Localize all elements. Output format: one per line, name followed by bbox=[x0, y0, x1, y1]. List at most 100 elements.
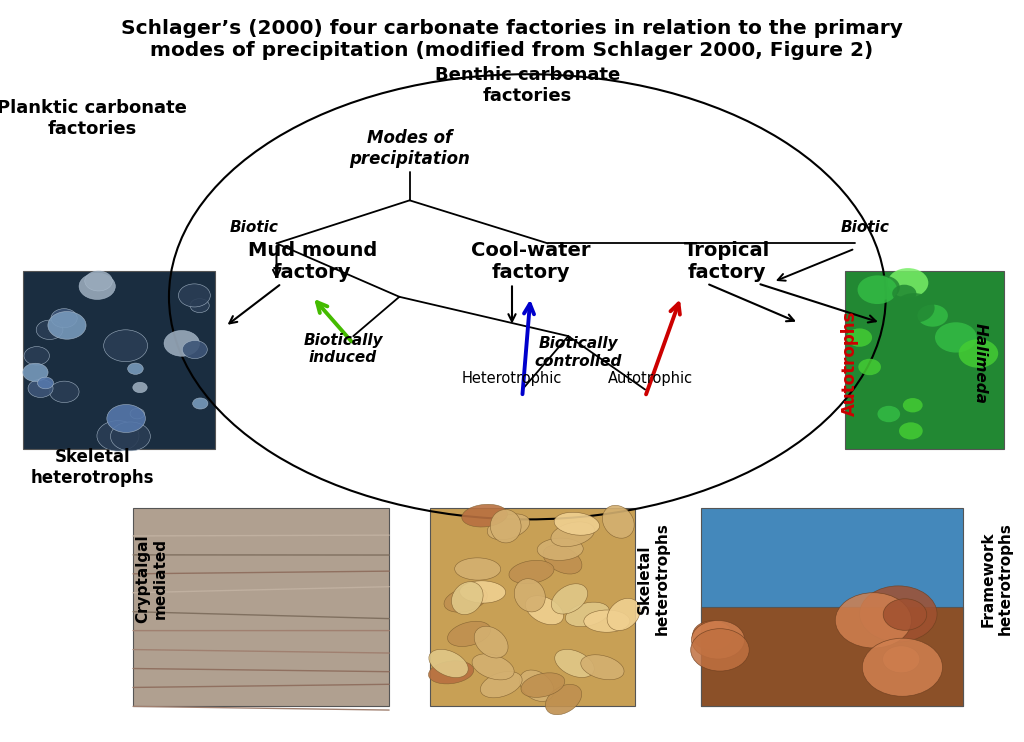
Circle shape bbox=[692, 620, 733, 650]
Ellipse shape bbox=[452, 582, 483, 614]
Circle shape bbox=[23, 364, 48, 381]
Circle shape bbox=[133, 382, 147, 393]
Circle shape bbox=[38, 377, 53, 389]
Text: Skeletal
heterotrophs: Skeletal heterotrophs bbox=[637, 522, 670, 635]
Ellipse shape bbox=[429, 649, 468, 677]
Circle shape bbox=[847, 329, 872, 347]
Circle shape bbox=[935, 322, 977, 352]
Ellipse shape bbox=[480, 672, 522, 697]
Circle shape bbox=[178, 284, 210, 307]
Circle shape bbox=[48, 312, 86, 339]
Text: Cool-water
factory: Cool-water factory bbox=[471, 240, 590, 282]
Ellipse shape bbox=[554, 512, 600, 535]
Text: Cryptalgal
mediated: Cryptalgal mediated bbox=[135, 534, 168, 623]
Text: Framework
heterotrophs: Framework heterotrophs bbox=[980, 522, 1013, 635]
Ellipse shape bbox=[487, 514, 529, 539]
Ellipse shape bbox=[584, 610, 630, 632]
Ellipse shape bbox=[543, 545, 582, 574]
Circle shape bbox=[164, 330, 200, 356]
Circle shape bbox=[79, 273, 116, 300]
Circle shape bbox=[111, 422, 151, 451]
Bar bbox=[133, 508, 389, 706]
Ellipse shape bbox=[509, 560, 554, 584]
Circle shape bbox=[858, 359, 881, 375]
Ellipse shape bbox=[607, 598, 640, 631]
Ellipse shape bbox=[551, 522, 595, 547]
Text: Skeletal
heterotrophs: Skeletal heterotrophs bbox=[31, 448, 154, 487]
Ellipse shape bbox=[490, 510, 521, 543]
Circle shape bbox=[130, 408, 144, 419]
Ellipse shape bbox=[474, 626, 508, 658]
Circle shape bbox=[193, 398, 208, 409]
Ellipse shape bbox=[460, 581, 506, 603]
Circle shape bbox=[859, 586, 937, 642]
Ellipse shape bbox=[521, 673, 565, 697]
Text: Biotically
induced: Biotically induced bbox=[303, 332, 383, 365]
Circle shape bbox=[939, 413, 968, 434]
Text: Halimeda: Halimeda bbox=[973, 324, 987, 404]
Circle shape bbox=[857, 275, 897, 304]
Circle shape bbox=[36, 320, 62, 340]
Text: Mud mound
factory: Mud mound factory bbox=[248, 240, 377, 282]
Text: Biotic: Biotic bbox=[841, 220, 890, 235]
Bar bbox=[23, 271, 215, 449]
Ellipse shape bbox=[602, 505, 634, 538]
Circle shape bbox=[862, 638, 942, 696]
Text: Autotrophic: Autotrophic bbox=[607, 371, 693, 386]
Circle shape bbox=[182, 341, 207, 358]
Ellipse shape bbox=[455, 558, 501, 580]
Circle shape bbox=[866, 275, 900, 300]
Circle shape bbox=[28, 379, 53, 398]
Circle shape bbox=[878, 406, 900, 422]
Ellipse shape bbox=[555, 649, 594, 677]
Ellipse shape bbox=[546, 684, 582, 715]
Text: modes of precipitation (modified from Schlager 2000, Figure 2): modes of precipitation (modified from Sc… bbox=[151, 41, 873, 60]
Text: Schlager’s (2000) four carbonate factories in relation to the primary: Schlager’s (2000) four carbonate factori… bbox=[121, 19, 903, 38]
Text: Modes of
precipitation: Modes of precipitation bbox=[349, 129, 470, 168]
Bar bbox=[845, 271, 1004, 449]
Circle shape bbox=[106, 404, 145, 433]
Circle shape bbox=[49, 381, 79, 402]
Circle shape bbox=[85, 271, 113, 291]
Ellipse shape bbox=[444, 587, 487, 612]
Text: Tropical
factory: Tropical factory bbox=[684, 240, 770, 282]
Ellipse shape bbox=[519, 670, 554, 701]
Circle shape bbox=[190, 298, 209, 312]
Circle shape bbox=[24, 347, 49, 365]
Ellipse shape bbox=[472, 654, 514, 680]
Ellipse shape bbox=[581, 654, 624, 680]
Circle shape bbox=[883, 646, 920, 673]
Circle shape bbox=[903, 398, 923, 413]
Circle shape bbox=[103, 329, 147, 361]
Ellipse shape bbox=[565, 603, 609, 626]
Text: Biotically
controlled: Biotically controlled bbox=[535, 336, 623, 369]
Ellipse shape bbox=[514, 579, 546, 612]
Circle shape bbox=[836, 593, 911, 648]
Circle shape bbox=[892, 285, 916, 302]
Circle shape bbox=[691, 620, 744, 659]
Bar bbox=[430, 508, 635, 706]
Circle shape bbox=[884, 599, 927, 630]
Ellipse shape bbox=[447, 621, 490, 646]
Bar bbox=[701, 508, 963, 706]
Ellipse shape bbox=[525, 596, 563, 625]
Ellipse shape bbox=[538, 538, 584, 560]
Text: Heterotrophic: Heterotrophic bbox=[462, 371, 562, 386]
Circle shape bbox=[128, 363, 143, 375]
Circle shape bbox=[967, 390, 994, 411]
Circle shape bbox=[691, 628, 750, 671]
Circle shape bbox=[894, 293, 935, 323]
Circle shape bbox=[899, 422, 923, 439]
Ellipse shape bbox=[551, 584, 588, 614]
Circle shape bbox=[97, 421, 139, 451]
Bar bbox=[701, 607, 963, 706]
Text: Autotrophs: Autotrophs bbox=[841, 311, 859, 416]
Circle shape bbox=[51, 309, 77, 328]
Text: Planktic carbonate
factories: Planktic carbonate factories bbox=[0, 99, 187, 138]
Circle shape bbox=[958, 339, 998, 368]
Circle shape bbox=[918, 304, 948, 326]
Circle shape bbox=[888, 268, 929, 298]
Text: Biotic: Biotic bbox=[229, 220, 279, 235]
Ellipse shape bbox=[428, 661, 474, 684]
Ellipse shape bbox=[462, 505, 508, 527]
